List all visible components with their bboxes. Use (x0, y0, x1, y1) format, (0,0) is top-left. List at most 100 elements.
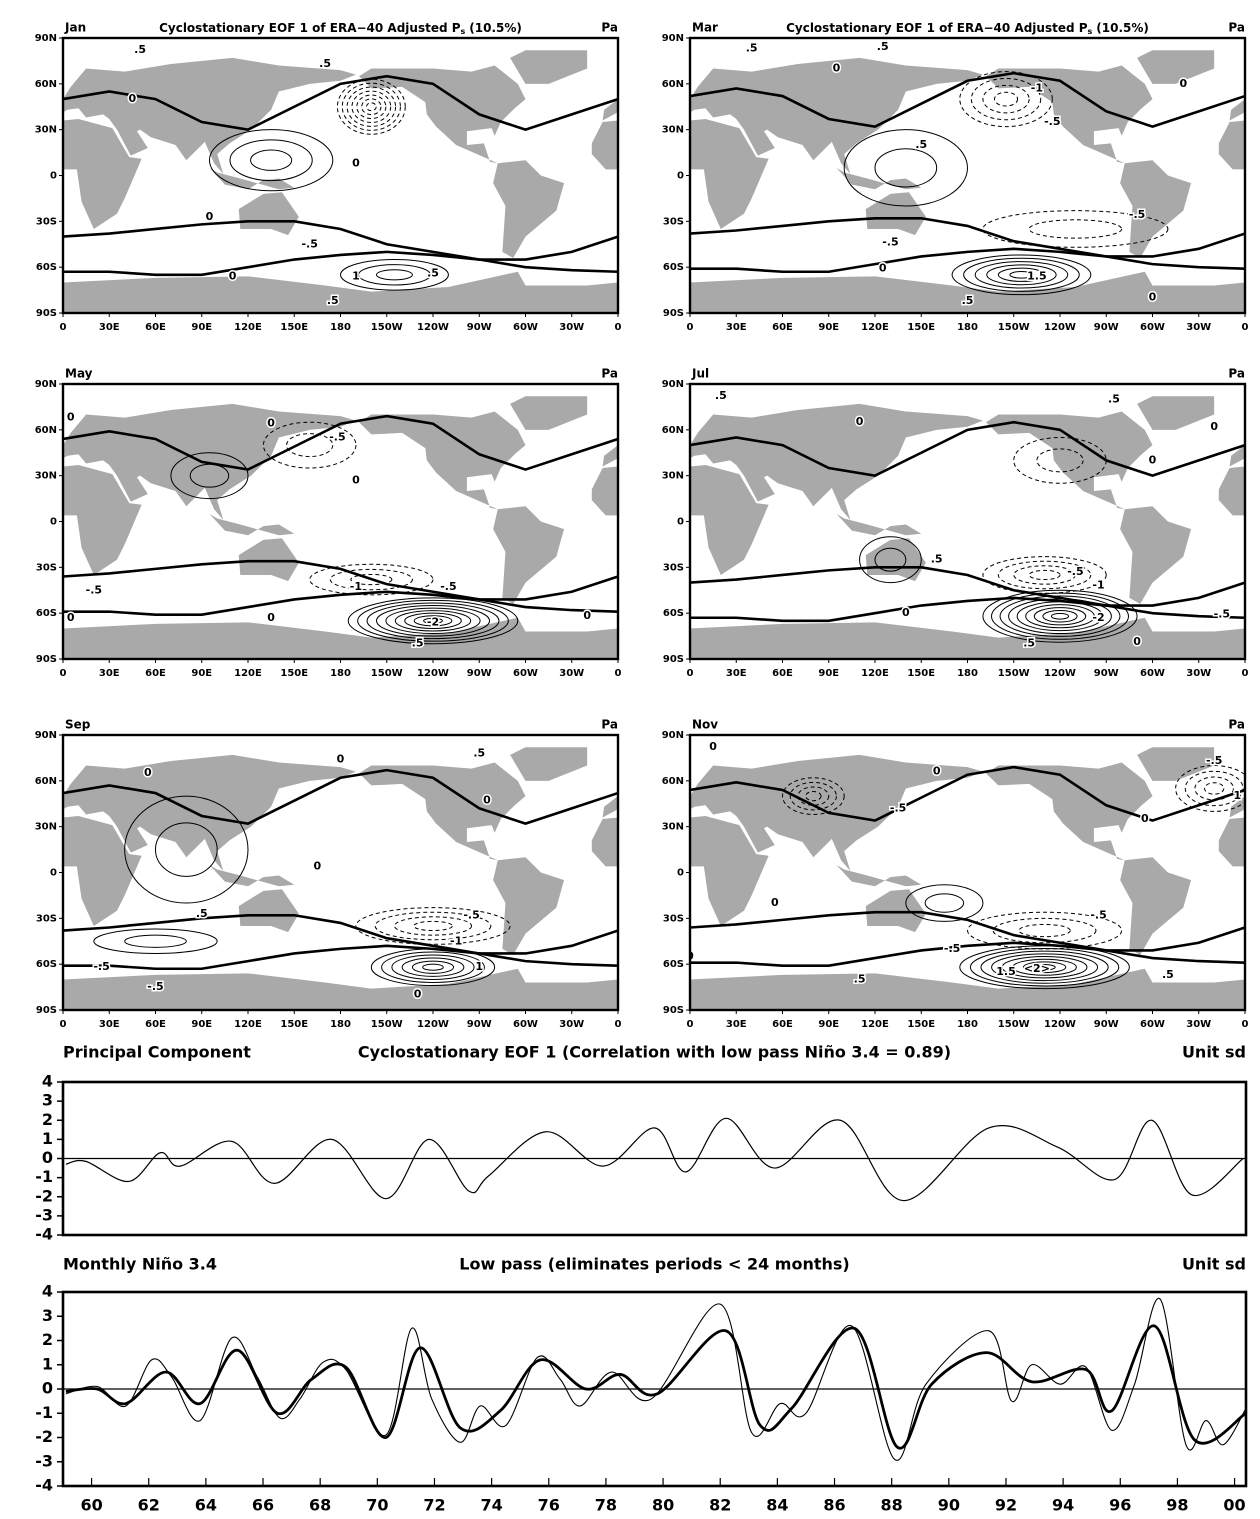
contour-label: 1 (352, 269, 360, 282)
y-tick-label: 4 (42, 1282, 53, 1301)
contour-label: 1.5 (1027, 269, 1047, 282)
land (690, 618, 1245, 659)
lat-label: 60N (35, 79, 57, 90)
land (0, 857, 9, 955)
lon-label: 60W (1140, 322, 1165, 333)
contour-label: 0 (229, 269, 237, 282)
y-tick-label: -3 (35, 1451, 53, 1470)
x-tick-label: 74 (480, 1496, 502, 1515)
contour-label: -.5 (329, 430, 345, 443)
land (1219, 816, 1260, 926)
land (565, 857, 636, 955)
lon-label: 0 (687, 668, 694, 679)
contour-label: -.5 (944, 942, 960, 955)
contour-label: .5 (715, 389, 727, 402)
lon-label: 120E (234, 1019, 262, 1030)
lon-label: 30W (559, 668, 584, 679)
contour-label: -.5 (86, 583, 102, 596)
lon-label: 150W (371, 668, 403, 679)
lat-label: 60S (663, 959, 684, 970)
lon-label: 150W (371, 322, 403, 333)
lat-label: 60N (662, 79, 684, 90)
map-unit: Pa (601, 718, 618, 732)
contour-label: 0 (352, 473, 360, 486)
contour-label: -1 (1031, 81, 1043, 94)
land (493, 857, 564, 955)
zero-contour (63, 252, 618, 275)
land (690, 272, 1245, 313)
contour (994, 92, 1017, 106)
y-tick-label: -4 (35, 1225, 53, 1244)
y-tick-label: 1 (42, 1354, 53, 1373)
y-tick-label: -3 (35, 1205, 53, 1224)
lat-label: 60S (36, 959, 57, 970)
contour (423, 964, 444, 970)
land (0, 50, 32, 84)
contour-label: 0 (267, 417, 275, 430)
lon-label: 60W (1140, 1019, 1165, 1030)
contour-label: .5 (327, 294, 339, 307)
lon-label: 120W (417, 668, 449, 679)
contour-label: 0 (1180, 77, 1188, 90)
land (239, 889, 299, 932)
land (794, 889, 854, 932)
lat-label: 30S (36, 562, 57, 573)
contour-label: 0 (67, 611, 75, 624)
series-line (66, 1326, 1246, 1448)
map-title: Cyclostationary EOF 1 of ERA−40 Adjusted… (159, 21, 522, 36)
x-tick-label: 76 (538, 1496, 560, 1515)
lon-label: 0 (615, 322, 622, 333)
land (1137, 396, 1214, 430)
lon-label: 120W (1044, 322, 1076, 333)
contour-label: -.5 (1214, 608, 1230, 621)
zero-contour (63, 592, 618, 615)
y-tick-label: 0 (42, 1379, 53, 1398)
lon-label: 150W (998, 322, 1030, 333)
lon-label: 180 (957, 1019, 978, 1030)
y-tick-label: 4 (42, 1072, 53, 1091)
lon-label: 150E (907, 668, 935, 679)
contour-label: 0 (129, 92, 137, 105)
lon-label: 180 (330, 322, 351, 333)
land (63, 969, 618, 1010)
y-tick-label: 0 (42, 1148, 53, 1167)
panel-unit: Unit sd (1182, 1043, 1246, 1062)
lat-label: 0 (50, 517, 57, 528)
contour-label: .5 (134, 43, 146, 56)
contour (964, 258, 1080, 291)
contour-label: 0 (337, 752, 345, 765)
contour-label: 0 (483, 794, 491, 807)
lon-label: 90E (818, 322, 839, 333)
lat-label: 90N (662, 379, 684, 390)
lon-label: 150E (280, 322, 308, 333)
lat-label: 30N (35, 822, 57, 833)
land (986, 412, 1153, 510)
lon-label: 180 (330, 668, 351, 679)
map-unit: Pa (601, 21, 618, 35)
y-tick-label: 2 (42, 1110, 53, 1129)
contour-label: -1 (450, 934, 462, 947)
lon-label: 120E (861, 1019, 889, 1030)
lon-label: 0 (615, 668, 622, 679)
contour-label: -.5 (93, 960, 109, 973)
lon-label: 60W (513, 1019, 538, 1030)
lon-label: 90E (191, 1019, 212, 1030)
lon-label: 30W (1186, 1019, 1211, 1030)
lon-label: 150W (371, 1019, 403, 1030)
land (0, 160, 9, 258)
contour-label: .5 (473, 746, 485, 759)
map-unit: Pa (1228, 718, 1245, 732)
lon-label: 150E (907, 322, 935, 333)
contour-label: 0 (314, 859, 322, 872)
x-tick-label: 98 (1166, 1496, 1188, 1515)
contour (1043, 610, 1077, 622)
contour-label: .5 (427, 266, 439, 279)
lon-label: 0 (60, 668, 67, 679)
series-line (66, 1298, 1246, 1460)
land (0, 618, 63, 659)
map-month: Nov (692, 718, 718, 732)
contour (287, 434, 333, 457)
contour-label: 0 (144, 766, 152, 779)
lat-label: 60S (36, 262, 57, 273)
lat-label: 90S (36, 1005, 57, 1016)
